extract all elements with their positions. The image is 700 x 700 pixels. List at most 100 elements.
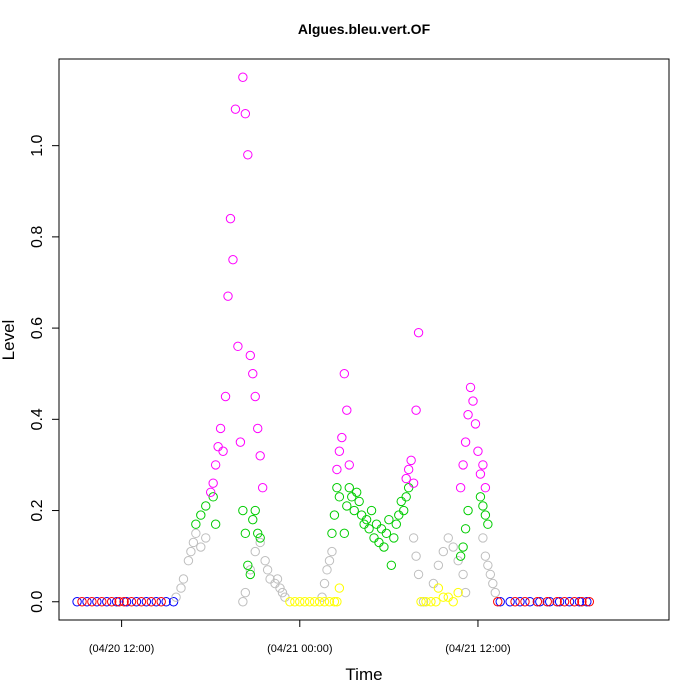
data-point <box>324 597 335 607</box>
data-point <box>510 597 520 607</box>
data-point <box>376 524 387 534</box>
data-point <box>240 109 251 119</box>
data-point <box>210 460 221 470</box>
data-point <box>455 483 466 493</box>
data-point <box>208 492 218 502</box>
data-point <box>480 551 491 561</box>
data-point <box>262 565 273 575</box>
data-point <box>545 597 555 607</box>
data-point <box>418 597 429 607</box>
data-point <box>356 510 367 520</box>
data-point <box>213 441 223 452</box>
data-point <box>250 391 260 402</box>
data-point <box>248 369 258 379</box>
data-point <box>119 597 129 607</box>
y-axis-label: Level <box>0 320 18 361</box>
data-point <box>131 597 142 607</box>
data-point <box>253 423 263 434</box>
data-point <box>354 496 364 507</box>
data-point <box>223 291 233 301</box>
data-point <box>349 505 359 516</box>
data-point <box>342 405 352 415</box>
data-point <box>396 496 406 507</box>
data-point <box>176 583 186 593</box>
data-point <box>453 556 463 566</box>
data-point <box>238 505 248 516</box>
data-point <box>309 597 320 607</box>
data-point <box>403 483 414 493</box>
data-point <box>381 528 392 539</box>
data-point <box>238 597 248 607</box>
data-point <box>97 597 107 607</box>
data-point <box>426 597 436 607</box>
data-point <box>505 597 515 607</box>
data-point <box>218 446 228 456</box>
data-point <box>324 556 335 566</box>
y-tick-label: 0.0 <box>29 591 46 613</box>
data-point <box>240 587 251 598</box>
data-point <box>314 597 325 607</box>
data-point <box>371 519 382 529</box>
data-point <box>245 569 255 580</box>
data-point <box>171 592 181 602</box>
data-point <box>238 72 248 82</box>
data-point <box>327 546 337 557</box>
data-point <box>304 597 315 607</box>
data-point <box>339 369 350 379</box>
data-point <box>191 528 201 539</box>
data-point <box>151 597 161 607</box>
data-point <box>332 597 342 607</box>
data-point <box>178 574 189 584</box>
data-point <box>245 350 255 361</box>
data-point <box>225 213 236 224</box>
data-point <box>416 597 426 607</box>
data-point <box>473 446 483 456</box>
data-point <box>458 460 468 470</box>
data-point <box>290 597 300 607</box>
data-point <box>411 405 421 415</box>
data-point <box>201 533 211 543</box>
data-point <box>235 437 246 447</box>
data-point <box>408 478 419 488</box>
data-point <box>230 104 241 114</box>
data-point <box>285 597 295 607</box>
data-point <box>480 483 491 493</box>
data-point <box>542 597 552 607</box>
data-point <box>347 492 357 502</box>
data-point <box>525 597 535 607</box>
data-point <box>413 327 424 338</box>
data-point <box>332 483 342 493</box>
data-point <box>339 528 350 539</box>
data-point <box>411 551 421 561</box>
data-point <box>146 597 157 607</box>
data-point <box>243 560 253 570</box>
data-point <box>196 542 206 552</box>
data-point <box>253 528 263 539</box>
data-point <box>468 396 478 406</box>
data-point <box>515 597 525 607</box>
data-point <box>295 597 305 607</box>
data-point <box>250 505 260 516</box>
data-point <box>188 537 199 548</box>
data-point <box>342 501 352 511</box>
data-point <box>255 533 265 543</box>
x-tick-label: (04/21 12:00) <box>445 643 510 655</box>
data-point <box>460 587 471 598</box>
data-point <box>72 597 82 607</box>
data-point <box>334 492 345 502</box>
data-point <box>233 341 243 352</box>
data-point <box>480 510 491 520</box>
data-point <box>391 519 401 529</box>
data-point <box>161 597 171 607</box>
data-point <box>255 537 265 548</box>
data-point <box>205 487 216 497</box>
data-point <box>277 587 288 598</box>
data-point <box>495 597 505 607</box>
x-tick-label: (04/20 12:00) <box>89 643 154 655</box>
data-point <box>438 592 449 602</box>
data-point <box>443 592 453 602</box>
data-point <box>319 578 330 589</box>
data-point <box>87 597 97 607</box>
data-point <box>191 519 201 529</box>
